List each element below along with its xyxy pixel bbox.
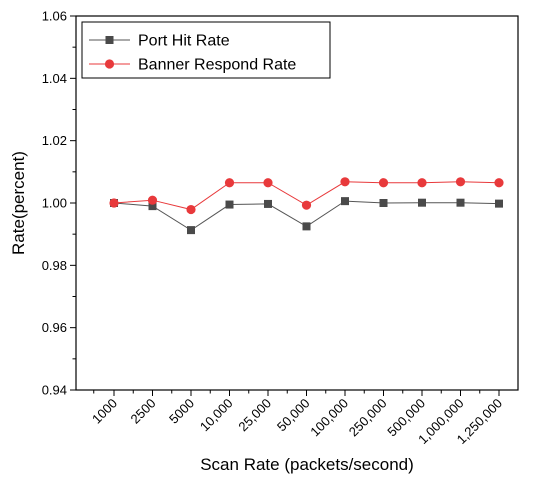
data-point: [263, 178, 273, 188]
data-point: [225, 200, 234, 209]
data-point: [148, 202, 157, 211]
data-point: [301, 200, 312, 210]
data-point: [187, 226, 195, 235]
legend-item: Banner Respond Rate: [89, 57, 296, 74]
data-point: [378, 178, 389, 188]
legend-marker: [104, 59, 115, 69]
data-point: [224, 178, 235, 188]
legend: Port Hit Rate Banner Respond Rate: [81, 21, 331, 79]
data-point: [341, 197, 349, 206]
y-tick-label: 1.04: [42, 71, 67, 86]
x-tick-label: 1000: [89, 396, 120, 427]
legend-box: [81, 21, 331, 79]
y-tick-label: 0.98: [42, 258, 67, 273]
data-point: [147, 195, 158, 205]
x-tick-label: 2500: [128, 396, 159, 427]
legend-label: Banner Respond Rate: [138, 57, 296, 74]
data-point: [455, 177, 466, 187]
data-point: [494, 178, 504, 188]
legend-item: Port Hit Rate: [89, 33, 230, 50]
x-tick-label: 10,000: [197, 396, 236, 435]
data-point: [456, 198, 465, 207]
data-point: [379, 199, 388, 207]
legend-marker: [105, 36, 114, 44]
data-point: [418, 198, 426, 207]
data-point: [417, 178, 427, 188]
x-tick-label: 100,000: [307, 396, 351, 440]
y-tick-label: 1.00: [42, 196, 67, 211]
data-point: [186, 204, 196, 215]
series-layer: [109, 177, 504, 235]
data-point: [264, 199, 272, 208]
legend-label: Port Hit Rate: [138, 33, 230, 50]
data-point: [340, 177, 350, 187]
y-tick-label: 0.96: [42, 320, 67, 335]
x-tick-label: 25,000: [235, 396, 274, 435]
data-point: [109, 198, 119, 208]
y-tick-label: 0.94: [42, 383, 67, 398]
y-axis-title: Rate(percent): [9, 151, 28, 255]
y-tick-label: 1.06: [42, 9, 67, 24]
data-point: [495, 199, 503, 208]
y-tick-label: 1.02: [42, 133, 67, 148]
series-banner-respond-rate: [109, 177, 504, 215]
data-point: [302, 222, 311, 231]
x-tick-label: 250,000: [346, 396, 390, 440]
x-tick-label: 5000: [166, 396, 197, 427]
x-axis-title: Scan Rate (packets/second): [200, 455, 414, 474]
